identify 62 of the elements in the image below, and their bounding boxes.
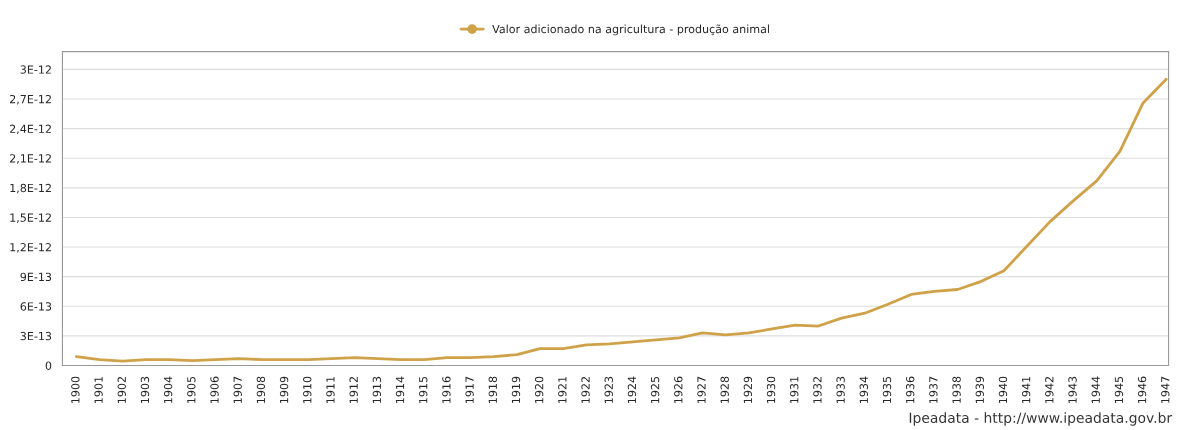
x-tick-label: 1901 <box>94 376 103 403</box>
x-tick-label: 1930 <box>766 376 776 403</box>
x-tick-label: 1912 <box>349 377 358 403</box>
x-tick-label: 1906 <box>210 376 219 403</box>
x-tick-label: 1945 <box>1114 376 1124 403</box>
x-tick-label: 1941 <box>1021 376 1031 403</box>
x-tick-label: 1914 <box>395 376 405 403</box>
y-tick-label: 6E-13 <box>20 302 52 311</box>
x-tick-label: 1916 <box>442 376 451 403</box>
x-tick-label: 1939 <box>975 376 984 403</box>
x-tick-label: 1935 <box>882 376 892 403</box>
x-tick-label: 1903 <box>140 376 150 403</box>
y-tick-label: 1,8E-12 <box>10 183 51 194</box>
x-tick-label: 1915 <box>419 376 428 403</box>
x-tick-label: 1944 <box>1091 376 1100 403</box>
x-tick-label: 1918 <box>488 376 497 403</box>
y-tick-label: 3E-13 <box>20 331 52 341</box>
x-tick-label: 1922 <box>581 377 590 403</box>
x-tick-label: 1904 <box>163 376 173 403</box>
x-tick-label: 1926 <box>674 376 683 403</box>
y-tick-label: 2,7E-12 <box>9 94 51 105</box>
x-tick-label: 1920 <box>534 376 544 403</box>
y-tick-label: 1,2E-12 <box>10 243 51 253</box>
y-tick-label: 2,4E-12 <box>9 124 51 135</box>
x-tick-label: 1947 <box>1161 376 1170 403</box>
x-tick-label: 1936 <box>905 376 915 403</box>
x-tick-label: 1913 <box>372 376 382 403</box>
line-series <box>74 77 1168 363</box>
x-tick-label: 1924 <box>627 376 637 403</box>
x-tick-label: 1917 <box>465 376 474 403</box>
x-tick-label: 1940 <box>998 376 1008 403</box>
x-tick-label: 1942 <box>1045 377 1054 403</box>
x-tick-label: 1937 <box>929 376 938 403</box>
x-tick-label: 1943 <box>1068 376 1077 403</box>
x-tick-label: 1946 <box>1137 376 1147 403</box>
x-tick-label: 1910 <box>303 376 312 403</box>
x-tick-label: 1938 <box>952 376 961 403</box>
x-tick-label: 1929 <box>743 376 753 403</box>
x-tick-label: 1902 <box>117 377 126 403</box>
x-tick-label: 1909 <box>279 376 289 403</box>
x-tick-label: 1905 <box>187 376 196 403</box>
x-tick-label: 1911 <box>326 376 335 403</box>
y-tick-label: 0 <box>45 361 52 370</box>
x-tick-label: 1928 <box>720 376 729 403</box>
x-tick-label: 1932 <box>813 377 822 403</box>
y-tick-label: 1,5E-12 <box>10 213 51 223</box>
y-tick-label: 2,1E-12 <box>9 154 51 164</box>
legend-label: Valor adicionado na agricultura - produção animal <box>492 24 769 36</box>
x-tick-label: 1933 <box>836 376 845 403</box>
text: Ipeadata - http://www.ipeadata.gov.br <box>909 412 1173 426</box>
x-tick-label: 1907 <box>233 376 242 403</box>
x-tick-label: 1921 <box>558 376 567 403</box>
x-tick-label: 1925 <box>650 376 660 403</box>
x-tick-label: 1900 <box>71 376 80 403</box>
x-tick-label: 1908 <box>256 376 266 403</box>
x-tick-label: 1927 <box>697 376 706 403</box>
x-tick-label: 1931 <box>790 376 799 403</box>
x-tick-label: 1919 <box>511 376 521 403</box>
x-tick-label: 1923 <box>604 376 613 403</box>
y-tick-label: 9E-13 <box>20 272 52 282</box>
x-tick-label: 1934 <box>859 376 869 403</box>
y-tick-label: 3E-12 <box>20 65 51 74</box>
